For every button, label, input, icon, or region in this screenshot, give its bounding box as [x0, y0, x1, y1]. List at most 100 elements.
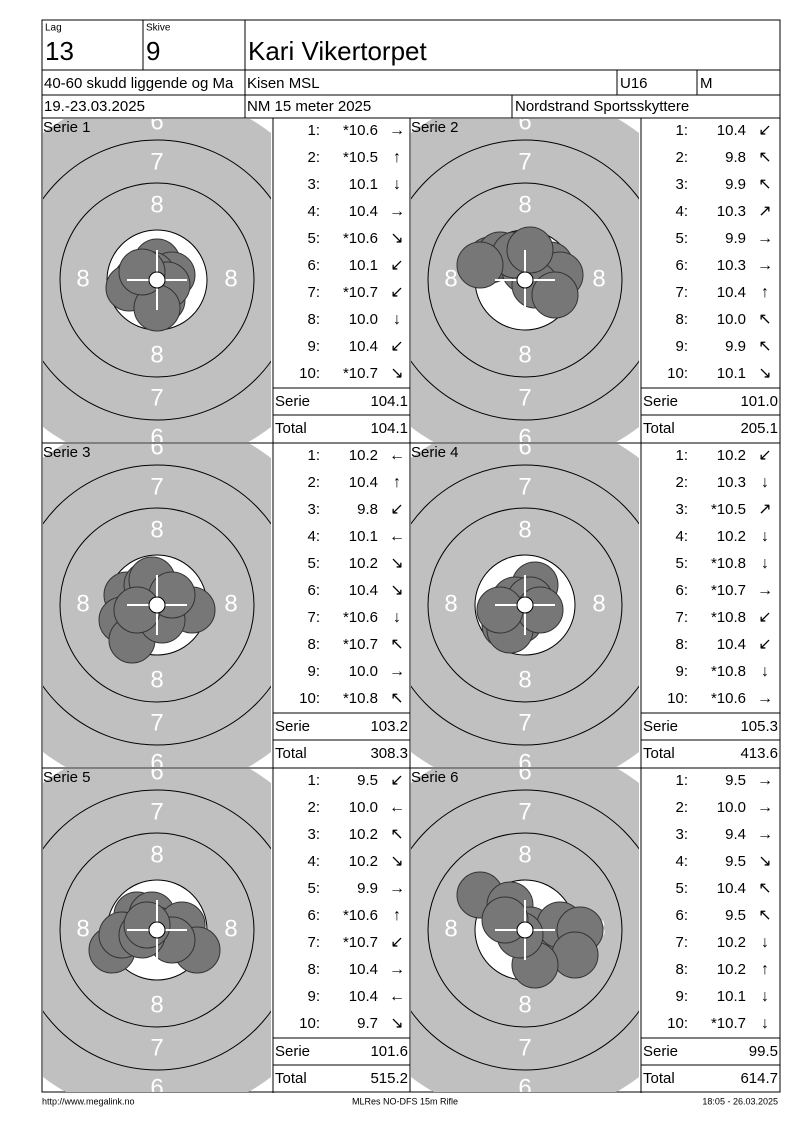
center-dot [148, 596, 166, 614]
serie-label: Serie [643, 1043, 678, 1060]
shot-score: 10.1 [349, 176, 378, 193]
ring [427, 507, 623, 703]
ring-label: 7 [518, 473, 531, 500]
total-score: 413.6 [740, 745, 778, 762]
ring-label: 8 [76, 265, 89, 292]
shot-score: 10.0 [717, 311, 746, 328]
shot-hole [476, 586, 524, 634]
shot-score: 10.4 [349, 474, 378, 491]
shot-number: 7: [675, 284, 688, 301]
total-score: 308.3 [370, 745, 408, 762]
shot-score: *10.5 [711, 501, 746, 518]
event: NM 15 meter 2025 [247, 98, 371, 115]
target: 8 8 8 8 7 7 6 6 [411, 444, 639, 776]
shot-score: 10.3 [717, 474, 746, 491]
total-label: Total [643, 420, 675, 437]
ring-label: 8 [518, 841, 531, 868]
target: 8 8 8 8 7 7 6 6 [43, 108, 271, 442]
footer-left: http://www.megalink.no [42, 1096, 135, 1106]
ring-label: 8 [224, 915, 237, 942]
ring [59, 507, 255, 703]
ring-label: 7 [150, 798, 163, 825]
shot-direction: → [389, 961, 405, 978]
shot-number: 9: [675, 663, 688, 680]
shot-score: *10.6 [343, 907, 378, 924]
shot-score: 10.0 [717, 799, 746, 816]
shot-score: 10.2 [717, 528, 746, 545]
shot-direction: ↓ [761, 1015, 769, 1032]
shot-score: 9.9 [725, 176, 746, 193]
shot-score: *10.7 [711, 582, 746, 599]
shot-number: 6: [675, 582, 688, 599]
shot-direction: ↓ [761, 555, 769, 572]
center-dot [516, 271, 534, 289]
shot-direction: ↖ [390, 826, 403, 843]
shot-score: 10.0 [349, 311, 378, 328]
shot-score: 10.2 [717, 447, 746, 464]
shot-score: 10.4 [717, 880, 746, 897]
shot-number: 2: [675, 474, 688, 491]
shot-number: 4: [675, 203, 688, 220]
ring-label: 7 [150, 709, 163, 736]
shot-direction: → [757, 799, 773, 816]
ring-label: 8 [224, 265, 237, 292]
total-score: 515.2 [370, 1070, 408, 1087]
shot-number: 3: [675, 501, 688, 518]
ring-label: 6 [150, 108, 163, 135]
shot-score: *10.6 [343, 122, 378, 139]
shot-score: 10.3 [717, 257, 746, 274]
shot-score: *10.8 [711, 663, 746, 680]
shot-direction: ↙ [758, 447, 771, 464]
ring-label: 6 [518, 758, 531, 785]
ring-label: 8 [444, 265, 457, 292]
shot-direction: ↖ [390, 690, 403, 707]
ring [411, 464, 639, 746]
shot-number: 10: [299, 1015, 320, 1032]
shot-direction: ↘ [390, 365, 403, 382]
shot-hole [481, 896, 529, 944]
shot-number: 10: [667, 690, 688, 707]
shot-direction: ↙ [390, 934, 403, 951]
shot-score: *10.7 [343, 934, 378, 951]
shot-direction: ↓ [761, 528, 769, 545]
shot-score: 10.2 [349, 555, 378, 572]
shot-number: 1: [307, 772, 320, 789]
ring-label: 6 [518, 424, 531, 451]
shot-number: 2: [307, 799, 320, 816]
shot-score: 9.5 [725, 853, 746, 870]
ring-label: 8 [150, 666, 163, 693]
series-title: Serie 1 [43, 119, 91, 136]
shot-score: *10.8 [711, 555, 746, 572]
shot-direction: ↑ [393, 474, 401, 491]
shot-direction: → [389, 122, 405, 139]
shot-score: 9.5 [357, 772, 378, 789]
shot-number: 1: [307, 122, 320, 139]
shot-number: 10: [299, 365, 320, 382]
shot-number: 6: [675, 257, 688, 274]
center-dot [516, 921, 534, 939]
shot-score: 10.4 [717, 284, 746, 301]
shot-score: 9.8 [357, 501, 378, 518]
ring-label: 8 [444, 915, 457, 942]
shot-number: 8: [307, 311, 320, 328]
shot-number: 5: [675, 555, 688, 572]
shot-score: 10.1 [349, 257, 378, 274]
ring [43, 464, 271, 746]
ring-label: 8 [518, 666, 531, 693]
ring-label: 8 [592, 590, 605, 617]
total-label: Total [643, 745, 675, 762]
shot-score: 10.2 [717, 934, 746, 951]
shot-direction: → [757, 230, 773, 247]
shot-number: 5: [307, 555, 320, 572]
series-title: Serie 3 [43, 444, 91, 461]
shot-score: 10.1 [717, 988, 746, 1005]
serie-score: 99.5 [749, 1043, 778, 1060]
target: 8 8 8 8 7 7 6 6 [411, 119, 639, 451]
ring-label: 6 [518, 749, 531, 776]
ring-label: 7 [150, 473, 163, 500]
sheet-border [41, 19, 781, 1093]
shot-score: *10.6 [343, 230, 378, 247]
shot-direction: ↓ [761, 663, 769, 680]
shot-number: 8: [307, 636, 320, 653]
shot-direction: → [757, 690, 773, 707]
